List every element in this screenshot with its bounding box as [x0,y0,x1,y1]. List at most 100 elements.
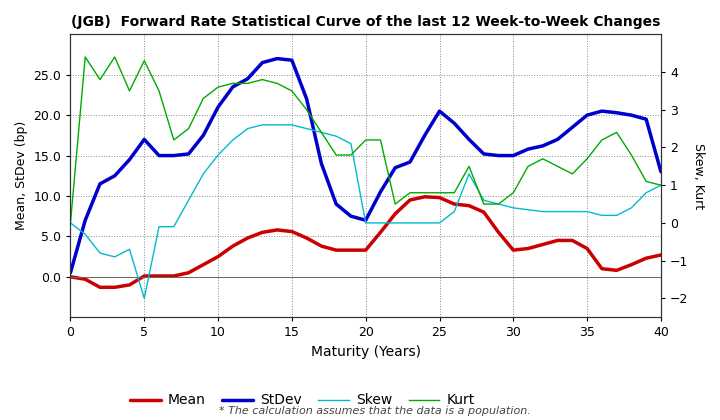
StDev [81,218,89,223]
StDev [332,202,341,207]
StDev [140,137,148,142]
StDev [96,181,104,186]
StDev [66,270,75,275]
StDev [405,160,414,165]
Skew [612,213,621,218]
Skew [81,232,89,237]
Skew [346,141,355,146]
Kurt [125,88,134,93]
Kurt [480,202,488,207]
StDev [523,147,532,152]
StDev [420,133,429,138]
Kurt [509,190,518,195]
Skew [509,205,518,210]
Skew [523,207,532,212]
Kurt [539,156,547,161]
Skew [553,209,562,214]
Kurt [642,179,650,184]
StDev [258,60,266,65]
Skew [258,122,266,127]
StDev [480,152,488,157]
Skew [184,198,193,203]
StDev [346,214,355,219]
Mean [214,254,222,259]
Mean [228,244,237,249]
Mean [376,230,384,235]
StDev [598,109,606,114]
Kurt [464,164,473,169]
Mean [81,277,89,282]
Mean [199,262,207,267]
Mean [346,248,355,253]
StDev [169,153,178,158]
Skew [243,126,252,131]
Mean [480,210,488,215]
Skew [287,122,296,127]
Kurt [302,107,311,112]
Mean [96,285,104,290]
Kurt [494,202,503,207]
Skew [420,220,429,226]
Kurt [169,137,178,142]
Skew [155,224,163,229]
Skew [582,209,591,214]
Skew [642,190,650,195]
StDev [273,56,282,61]
StDev [287,58,296,63]
Mean [125,282,134,287]
Kurt [258,77,266,82]
StDev [494,153,503,158]
Kurt [287,88,296,93]
Legend: Mean, StDev, Skew, Kurt: Mean, StDev, Skew, Kurt [125,388,480,413]
Mean [612,268,621,273]
StDev [435,109,444,114]
Mean [523,246,532,251]
Mean [420,194,429,200]
Kurt [140,58,148,63]
Kurt [214,84,222,89]
StDev [612,110,621,115]
Skew [66,220,75,226]
StDev [450,121,459,126]
StDev [302,97,311,102]
Kurt [243,81,252,86]
Skew [169,224,178,229]
Skew [405,220,414,226]
Skew [361,220,370,226]
StDev [568,125,577,130]
Mean [494,230,503,235]
Skew [568,209,577,214]
Skew [140,296,148,301]
Skew [332,134,341,139]
Text: * The calculation assumes that the data is a population.: * The calculation assumes that the data … [219,406,530,416]
Skew [627,205,636,210]
Skew [199,171,207,176]
Skew [376,220,384,226]
StDev [553,137,562,142]
Kurt [523,164,532,169]
Skew [317,130,325,135]
Mean [509,248,518,253]
Mean [332,248,341,253]
Kurt [96,77,104,82]
StDev [125,157,134,162]
Skew [302,126,311,131]
Skew [464,171,473,176]
Mean [598,266,606,271]
Skew [228,137,237,142]
Skew [657,183,665,188]
Mean [568,238,577,243]
Kurt [450,190,459,195]
Mean [184,270,193,275]
StDev [464,137,473,142]
StDev [155,153,163,158]
Mean [273,227,282,232]
StDev [627,113,636,118]
Skew [110,255,119,260]
Skew [273,122,282,127]
Mean [582,246,591,251]
Skew [539,209,547,214]
Mean [435,195,444,200]
Line: StDev: StDev [71,58,661,273]
StDev [361,218,370,223]
